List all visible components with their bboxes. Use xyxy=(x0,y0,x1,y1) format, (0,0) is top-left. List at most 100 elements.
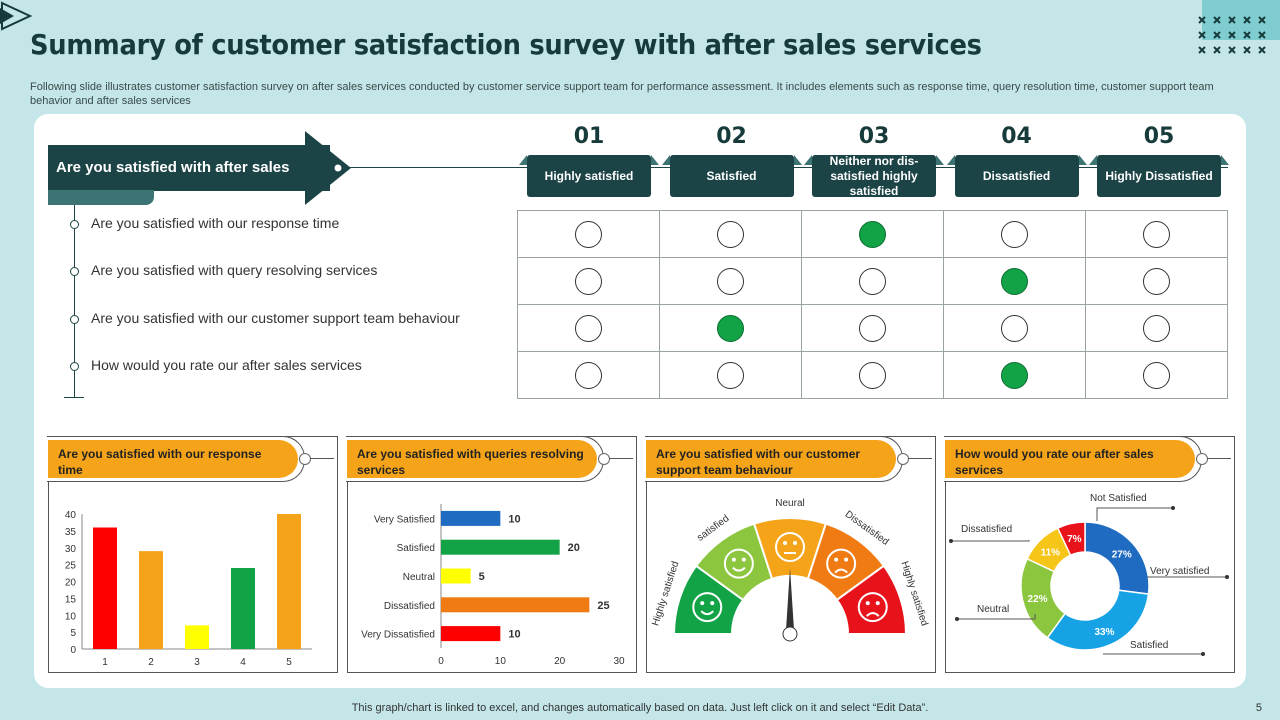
radio-selected[interactable] xyxy=(859,220,886,248)
face-eye xyxy=(741,557,746,562)
category-label: Very Satisfied xyxy=(374,514,435,525)
y-tick-label: 40 xyxy=(65,510,77,521)
radio-option[interactable] xyxy=(575,220,602,248)
panel-connector-dot xyxy=(1196,453,1208,465)
radio-option[interactable] xyxy=(717,267,744,295)
column-label-fold xyxy=(661,155,670,165)
slice-category-label: Not Satisfied xyxy=(1090,493,1147,504)
face-eye xyxy=(793,541,797,545)
frown-face-icon xyxy=(826,548,857,579)
grid-cell xyxy=(1085,304,1228,352)
radio-option[interactable] xyxy=(1143,314,1170,342)
face-eye xyxy=(834,557,839,562)
grid-cell xyxy=(943,257,1086,305)
panel-connector-dot xyxy=(598,453,610,465)
x-tick-label: 0 xyxy=(438,656,444,667)
bar xyxy=(139,551,163,649)
face-eye xyxy=(700,601,705,606)
radio-option[interactable] xyxy=(575,314,602,342)
panel-title: How would you rate our after sales servi… xyxy=(945,440,1195,478)
x-tick-label: 30 xyxy=(613,656,625,667)
grid-row xyxy=(517,210,1228,258)
panel-title: Are you satisfied with our customer supp… xyxy=(646,440,896,478)
column-label-fold xyxy=(651,155,659,165)
bar xyxy=(185,625,209,649)
column-label: Neither nor dis-satisfied highly satisfi… xyxy=(812,154,936,198)
column-label: Highly Dissatisfied xyxy=(1097,155,1221,197)
question-marker xyxy=(70,315,79,324)
radio-option[interactable] xyxy=(1001,314,1028,342)
y-tick-label: 25 xyxy=(65,561,77,572)
gauge-segment xyxy=(835,564,908,635)
radio-selected[interactable] xyxy=(717,314,744,342)
radio-option[interactable] xyxy=(575,267,602,295)
grid-row xyxy=(517,304,1228,352)
radio-option[interactable] xyxy=(1001,220,1028,248)
column-label-fold xyxy=(519,155,527,165)
banner-tab xyxy=(48,190,154,205)
radio-selected[interactable] xyxy=(1001,267,1028,295)
x-tick-label: 3 xyxy=(194,657,200,668)
panel-connector-line xyxy=(1207,458,1231,459)
question-text: Are you satisfied with query resolving s… xyxy=(91,262,378,278)
page-number: 5 xyxy=(1255,702,1262,714)
column-number: 02 xyxy=(716,124,747,149)
radio-selected[interactable] xyxy=(1001,361,1028,389)
footer-note: This graph/chart is linked to excel, and… xyxy=(351,702,929,714)
column-label-fold xyxy=(1089,155,1097,165)
grid-cell xyxy=(801,210,944,258)
page-title: Summary of customer satisfaction survey … xyxy=(30,28,982,61)
neutral-face-icon xyxy=(775,532,805,562)
grid-cell xyxy=(1085,210,1228,258)
face-eye xyxy=(710,601,715,606)
bar xyxy=(277,514,301,649)
panel-title-text: How would you rate our after sales servi… xyxy=(955,447,1154,477)
radio-option[interactable] xyxy=(717,220,744,248)
panel-connector-line xyxy=(310,458,334,459)
slice-category-label: Very satisfied xyxy=(1150,566,1209,577)
x-tick-label: 20 xyxy=(554,656,566,667)
radio-option[interactable] xyxy=(575,361,602,389)
panel-connector-line xyxy=(609,458,633,459)
slice-category-label: Dissatisfied xyxy=(961,524,1012,535)
radio-option[interactable] xyxy=(859,361,886,389)
column-number: 01 xyxy=(573,124,605,149)
x-tick-label: 5 xyxy=(286,657,292,668)
smile-face-icon xyxy=(723,548,754,579)
y-tick-label: 35 xyxy=(65,527,77,538)
radio-option[interactable] xyxy=(859,314,886,342)
column-label: Dissatisfied xyxy=(954,155,1079,197)
grid-cell xyxy=(659,304,802,352)
panel-title-text: Are you satisfied with our response time xyxy=(58,447,262,477)
slice-percent-label: 33% xyxy=(1094,627,1114,638)
category-label: Very Dissatisfied xyxy=(361,630,435,641)
main-question-text: Are you satisfied with after sales servi… xyxy=(56,159,290,222)
grid-cell xyxy=(1085,351,1228,399)
column-label-fold xyxy=(936,155,944,165)
panel-title-text: Are you satisfied with our customer supp… xyxy=(656,447,861,477)
callout-line xyxy=(951,540,1030,542)
callout-dot xyxy=(955,617,959,621)
radio-option[interactable] xyxy=(1143,361,1170,389)
face-eye xyxy=(783,541,787,545)
data-label: 5 xyxy=(479,571,485,583)
face-mouth xyxy=(732,566,746,572)
column-number: 05 xyxy=(1143,124,1175,149)
face-eye xyxy=(731,557,736,562)
y-tick-label: 5 xyxy=(70,628,76,639)
radio-option[interactable] xyxy=(717,361,744,389)
main-question-banner: Are you satisfied with after sales servi… xyxy=(48,145,330,222)
callout-line xyxy=(1096,507,1173,521)
panel-connector-dot xyxy=(897,453,909,465)
question-stem-line xyxy=(74,205,75,397)
x-tick-label: 4 xyxy=(240,657,246,668)
category-label: Neutral xyxy=(403,572,435,583)
response-time-bar-chart: 0 5 10 15 20 25 30 35 40 1 2 3 4 5 xyxy=(65,510,312,668)
radio-option[interactable] xyxy=(859,267,886,295)
radio-option[interactable] xyxy=(1143,267,1170,295)
y-tick-label: 15 xyxy=(65,594,77,605)
smile-face-icon xyxy=(692,592,723,623)
column-label-fold xyxy=(1221,155,1229,165)
support-behaviour-gauge: Highly satisfiedsatisfiedNeuralDissatisf… xyxy=(650,498,930,642)
radio-option[interactable] xyxy=(1143,220,1170,248)
